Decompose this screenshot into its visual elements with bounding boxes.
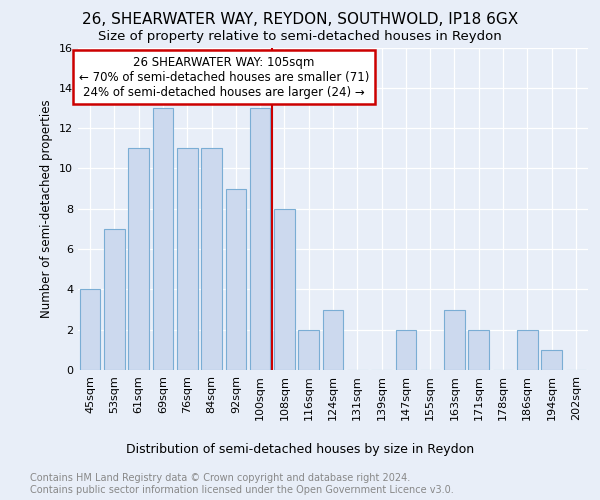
Bar [444,310,465,370]
Text: 26, SHEARWATER WAY, REYDON, SOUTHWOLD, IP18 6GX: 26, SHEARWATER WAY, REYDON, SOUTHWOLD, I… [82,12,518,28]
Bar [104,229,125,370]
Bar [395,330,416,370]
Bar [517,330,538,370]
Bar [177,148,197,370]
Bar [152,108,173,370]
Bar [80,290,100,370]
Bar [128,148,149,370]
Y-axis label: Number of semi-detached properties: Number of semi-detached properties [40,100,53,318]
Bar [226,188,246,370]
Text: Size of property relative to semi-detached houses in Reydon: Size of property relative to semi-detach… [98,30,502,43]
Text: 26 SHEARWATER WAY: 105sqm
← 70% of semi-detached houses are smaller (71)
24% of : 26 SHEARWATER WAY: 105sqm ← 70% of semi-… [79,56,369,98]
Bar [298,330,319,370]
Bar [323,310,343,370]
Bar [541,350,562,370]
Bar [274,209,295,370]
Bar [250,108,271,370]
Text: Contains HM Land Registry data © Crown copyright and database right 2024.
Contai: Contains HM Land Registry data © Crown c… [30,474,454,495]
Text: Distribution of semi-detached houses by size in Reydon: Distribution of semi-detached houses by … [126,442,474,456]
Bar [469,330,489,370]
Bar [201,148,222,370]
